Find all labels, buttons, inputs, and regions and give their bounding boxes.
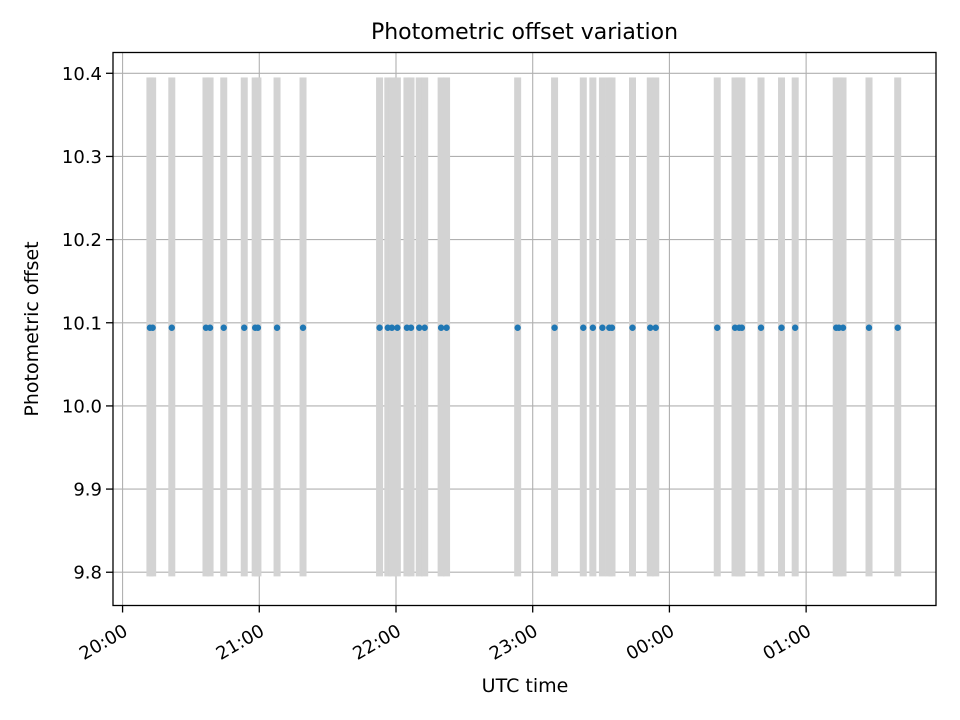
data-point — [241, 324, 248, 331]
data-point — [407, 324, 415, 331]
data-point — [647, 324, 654, 331]
data-point — [778, 324, 785, 331]
data-point — [299, 324, 307, 331]
data-point — [437, 324, 445, 331]
x-tick-label: 20:00 — [76, 621, 131, 665]
data-point — [757, 324, 765, 331]
data-point — [273, 324, 281, 331]
data-point — [514, 324, 521, 331]
data-point — [206, 324, 214, 331]
data-point — [738, 324, 746, 331]
data-point — [376, 324, 383, 331]
grid — [113, 52, 936, 606]
x-tick-label: 23:00 — [486, 621, 541, 665]
y-axis-label: Photometric offset — [21, 241, 43, 416]
data-point — [589, 324, 597, 331]
data-point — [388, 324, 396, 331]
y-tick-label: 10.2 — [62, 230, 102, 251]
data-point — [714, 324, 721, 331]
y-tick-label: 9.8 — [73, 563, 102, 584]
data-point — [839, 324, 847, 331]
data-point — [416, 324, 423, 331]
y-tick-label: 10.1 — [62, 313, 102, 334]
data-point — [894, 324, 901, 331]
data-point — [421, 324, 428, 331]
y-tick-label: 10.3 — [62, 147, 102, 168]
data-points — [146, 324, 901, 331]
data-point — [149, 324, 156, 331]
data-point — [791, 324, 799, 331]
data-point — [394, 324, 401, 331]
y-axis-ticks: 9.8 9.9 10.0 10.1 10.2 10.3 10.4 — [62, 64, 113, 584]
data-point — [652, 324, 659, 331]
x-tick-label: 00:00 — [623, 621, 678, 665]
chart-title: Photometric offset variation — [371, 20, 678, 45]
data-point — [443, 324, 450, 331]
y-tick-label: 10.0 — [62, 396, 102, 417]
data-point — [629, 324, 636, 331]
y-tick-label: 10.4 — [62, 64, 102, 85]
data-point — [580, 324, 587, 331]
x-tick-label: 01:00 — [759, 621, 814, 665]
data-point — [599, 324, 606, 331]
data-point — [254, 324, 262, 331]
y-tick-label: 9.9 — [73, 480, 102, 501]
data-point — [608, 324, 616, 331]
x-axis-label: UTC time — [482, 675, 569, 697]
data-point — [220, 324, 227, 331]
x-tick-label: 22:00 — [349, 621, 404, 665]
x-tick-label: 21:00 — [213, 621, 268, 665]
data-point — [865, 324, 873, 331]
plot-frame — [112, 51, 937, 607]
x-axis-ticks: 20:00 21:00 22:00 23:00 00:00 01:00 — [76, 605, 815, 665]
data-point — [551, 324, 558, 331]
data-point — [168, 324, 175, 331]
